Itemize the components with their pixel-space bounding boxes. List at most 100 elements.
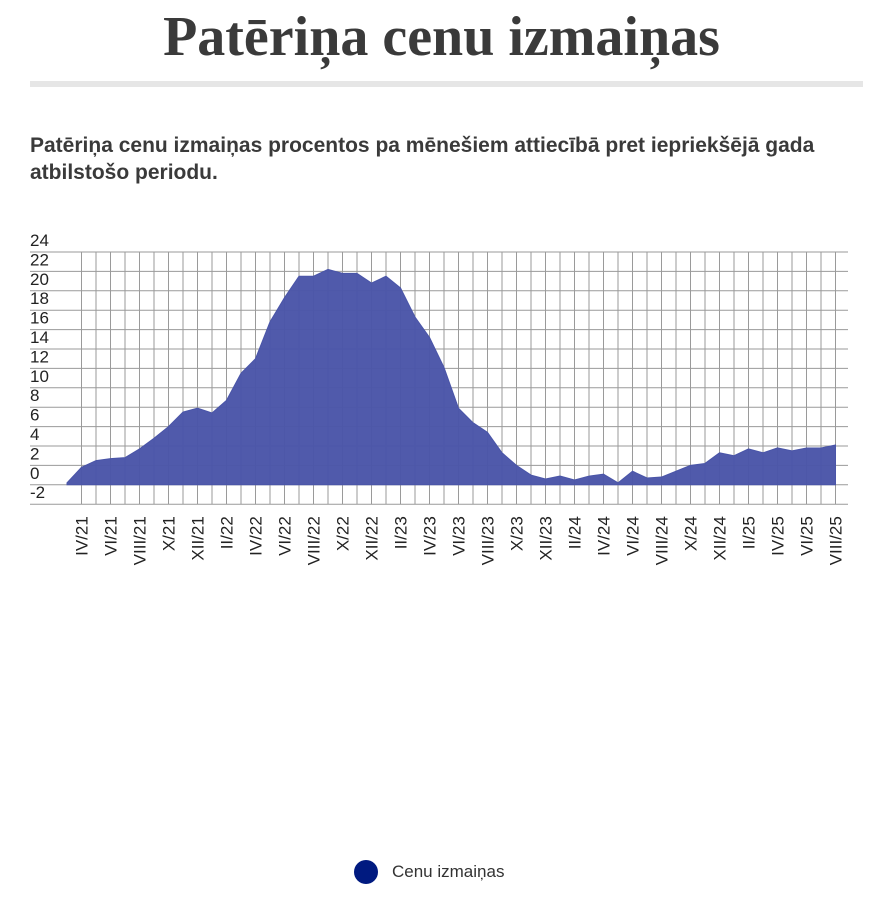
- data-point[interactable]: [151, 435, 157, 441]
- data-point[interactable]: [369, 280, 375, 286]
- data-point[interactable]: [383, 273, 389, 279]
- x-tick-label: IV/23: [421, 516, 440, 556]
- x-tick-label: XII/24: [711, 516, 730, 560]
- x-tick-label: VI/22: [276, 516, 295, 556]
- data-point[interactable]: [586, 473, 592, 479]
- chart-title: Patēriņa cenu izmaiņas: [163, 6, 720, 68]
- y-tick-label: 4: [30, 425, 39, 444]
- data-point[interactable]: [441, 364, 447, 370]
- data-point[interactable]: [514, 462, 520, 468]
- x-tick-label: VIII/21: [131, 516, 150, 565]
- legend-swatch-icon: [354, 860, 378, 884]
- data-point[interactable]: [630, 468, 636, 474]
- x-tick-label: VIII/24: [653, 516, 672, 565]
- x-tick-label: VI/24: [624, 516, 643, 556]
- data-point[interactable]: [282, 295, 288, 301]
- x-tick-label: II/25: [740, 516, 759, 549]
- data-point[interactable]: [818, 445, 824, 451]
- data-point[interactable]: [122, 455, 128, 461]
- data-point[interactable]: [224, 397, 230, 403]
- x-tick-label: IV/25: [769, 516, 788, 556]
- data-point[interactable]: [688, 462, 694, 468]
- x-tick-label: XII/23: [537, 516, 556, 560]
- data-point[interactable]: [833, 442, 839, 448]
- data-point[interactable]: [93, 458, 99, 464]
- data-point[interactable]: [485, 429, 491, 435]
- data-point[interactable]: [412, 314, 418, 320]
- x-tick-label: VIII/23: [479, 516, 498, 565]
- data-point[interactable]: [296, 273, 302, 279]
- data-point[interactable]: [601, 471, 607, 477]
- title-divider: [30, 81, 863, 87]
- y-tick-label: 14: [30, 328, 49, 347]
- data-point[interactable]: [195, 405, 201, 411]
- data-point[interactable]: [354, 270, 360, 276]
- x-tick-label: X/22: [334, 516, 353, 551]
- data-point[interactable]: [760, 450, 766, 456]
- data-point[interactable]: [340, 270, 346, 276]
- data-point[interactable]: [673, 468, 679, 474]
- x-tick-label: VI/21: [102, 516, 121, 556]
- data-point[interactable]: [804, 445, 810, 451]
- data-point[interactable]: [717, 450, 723, 456]
- y-tick-label: 20: [30, 270, 49, 289]
- data-point[interactable]: [238, 370, 244, 376]
- data-point[interactable]: [253, 356, 259, 362]
- x-tick-label: X/21: [160, 516, 179, 551]
- data-point[interactable]: [746, 446, 752, 452]
- data-point[interactable]: [557, 473, 563, 479]
- data-point[interactable]: [325, 266, 331, 272]
- data-point[interactable]: [456, 405, 462, 411]
- data-point[interactable]: [180, 409, 186, 415]
- data-point[interactable]: [528, 472, 534, 478]
- x-tick-label: II/22: [218, 516, 237, 549]
- data-point[interactable]: [731, 453, 737, 459]
- y-tick-label: 6: [30, 406, 39, 425]
- y-tick-label: 8: [30, 386, 39, 405]
- y-tick-label: 16: [30, 309, 49, 328]
- y-tick-label: 22: [30, 250, 49, 269]
- data-point[interactable]: [209, 410, 215, 416]
- data-point[interactable]: [775, 445, 781, 451]
- series-area-cenu-izmainas[interactable]: [66, 268, 836, 486]
- data-point[interactable]: [427, 334, 433, 340]
- data-point[interactable]: [543, 476, 549, 482]
- data-point[interactable]: [137, 446, 143, 452]
- y-tick-label: 18: [30, 289, 49, 308]
- legend[interactable]: Cenu izmaiņas: [354, 858, 504, 886]
- data-point[interactable]: [499, 450, 505, 456]
- data-point[interactable]: [79, 464, 85, 470]
- x-tick-label: X/23: [508, 516, 527, 551]
- data-point[interactable]: [166, 424, 172, 430]
- x-tick-label: IV/21: [73, 516, 92, 556]
- legend-label: Cenu izmaiņas: [392, 862, 505, 881]
- series-layer: [64, 266, 839, 486]
- data-point[interactable]: [108, 456, 114, 462]
- x-tick-label: IV/22: [247, 516, 266, 556]
- data-point[interactable]: [789, 448, 795, 454]
- chart-subtitle: Patēriņa cenu izmaiņas procentos pa mēne…: [30, 134, 815, 184]
- data-point[interactable]: [398, 285, 404, 291]
- data-point[interactable]: [702, 460, 708, 466]
- y-tick-label: 10: [30, 367, 49, 386]
- y-tick-label: 2: [30, 444, 39, 463]
- y-tick-label: 0: [30, 464, 39, 483]
- y-tick-label: -2: [30, 483, 45, 502]
- x-tick-label: VI/25: [798, 516, 817, 556]
- y-tick-label: 12: [30, 347, 49, 366]
- data-point[interactable]: [615, 480, 621, 486]
- x-tick-label: VIII/22: [305, 516, 324, 565]
- data-point[interactable]: [311, 273, 317, 279]
- data-point[interactable]: [572, 477, 578, 483]
- data-point[interactable]: [659, 474, 665, 480]
- data-point[interactable]: [267, 319, 273, 325]
- x-tick-label: X/24: [682, 516, 701, 551]
- data-point[interactable]: [64, 480, 70, 486]
- x-tick-label: XII/21: [189, 516, 208, 560]
- data-point[interactable]: [470, 420, 476, 426]
- x-tick-label: II/24: [566, 516, 585, 549]
- x-tick-label: VIII/25: [827, 516, 846, 565]
- data-point[interactable]: [644, 475, 650, 481]
